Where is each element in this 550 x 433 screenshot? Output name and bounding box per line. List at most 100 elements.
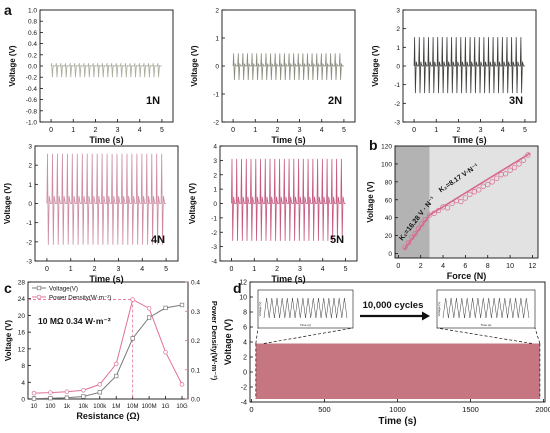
series-point [64,395,70,400]
x-tick-label: 0 [231,127,235,134]
x-axis-label: Resistance (Ω) [76,411,139,421]
series-point [179,382,185,387]
cycles-arrow-head [422,311,430,321]
highlight-annotation: 10 MΩ 0.34 W·m⁻² [38,316,111,326]
data-point [431,210,437,216]
x-axis-label: Time (s) [452,135,486,145]
series-line [33,304,183,400]
y-tick-label: 0.4 [28,41,37,48]
chart-panel-c: 0 4 8 12 16 20 24 28 0.0 0.1 0.2 0.3 0.4 10 100 1k 10k 10… [4,280,219,422]
x-tick-label: 3 [116,127,120,134]
y-tick-label: 1 [213,187,217,194]
y-tick-label: -2 [213,120,219,127]
leader-line [534,327,541,344]
data-point [409,234,415,241]
data-point [520,157,527,163]
y-tick-label: 1 [396,45,400,52]
series-line [33,298,183,394]
data-point [485,181,491,188]
y-tick-label: 8 [243,310,247,317]
y-tick-label: -2 [211,230,217,237]
y-tick-label: 20 [385,233,393,240]
data-point [516,161,522,167]
plot-frame [394,145,539,259]
data-point [444,205,451,211]
x-tick-label: 5 [160,127,164,134]
y-tick-label: 0.2 [28,52,37,59]
data-point [415,225,422,232]
x-tick-label: 1M [112,404,120,410]
y-tick-label: 10 [239,295,247,302]
x-tick-label: 1500 [462,405,479,414]
x-tick-label: 3 [116,266,120,273]
y-tick-label: 24 [18,296,26,303]
data-point [402,244,408,250]
y-tick-label: -3 [394,120,400,127]
y-tick-label: 28 [18,280,26,287]
x-tick-label: 100k [93,404,107,410]
y-axis-label: Voltage (V) [3,183,12,225]
data-point [458,198,464,205]
y-axis-label: Voltage (V) [371,45,380,87]
x-tick-label: 8 [486,263,490,270]
y-tick-label: 80 [385,179,393,186]
y-axis-label: Voltage (V) [190,45,199,87]
series-point [81,387,86,393]
legend-swatch-marker [36,285,42,291]
inset-start-frame [257,289,354,329]
y-tick-label: 20 [18,313,26,320]
x-tick-label: 100M [142,404,157,410]
x-tick-label: 10k [78,404,89,410]
x-tick-label: 0 [229,266,233,273]
legend-swatch-marker [36,294,42,300]
y-axis-label: Voltage (V) [366,181,375,223]
data-point [419,221,425,227]
y-tick-label: 8 [21,363,25,370]
data-point [480,183,486,189]
x-tick-label: 2 [93,127,97,134]
y-tick-label: -2 [394,101,400,108]
chart-panel-a4: -3 -2 -1 0 1 2 3 0 1 2 3 4 5 Time (s) Voltage (V) 4N [3,144,179,284]
x-tick-label: 2 [419,263,423,270]
force-label: 2N [328,95,342,107]
chart-panel-a2: -2 -1 0 1 2 0 1 2 3 4 5 Time (s) Voltage (V) 2N [190,8,356,145]
x-tick-label: 2 [275,127,279,134]
data-point [471,189,477,195]
x-tick-label: 1G [162,404,170,410]
y-tick-label: 3 [213,158,217,165]
y-axis-label: Voltage (V) [188,183,197,225]
leader-line [436,327,532,344]
x-axis-label: Time (s) [271,274,305,284]
force-label: 1N [146,95,160,107]
x-axis-label: Time (s) [89,135,123,145]
series-point [179,302,185,308]
y-tick-label: 1 [28,182,32,189]
y-tick-label: 4 [21,380,25,387]
data-point [422,216,428,223]
x-tick-label: 0 [396,263,400,270]
x-tick-label: 1 [252,266,256,273]
x-tick-label: 1 [253,127,257,134]
x-tick-label: 5 [523,127,527,134]
y-tick-label: -0.8 [26,108,38,115]
chart-panel-a3: -3 -2 -1 0 1 2 3 0 1 2 3 4 5 Time (s) Voltage (V) 3N [371,8,537,145]
y-tick-label: -1 [213,92,219,99]
region-linear-1 [395,146,430,258]
x-tick-label: 3 [298,266,302,273]
y-right-tick-label: 0.0 [191,397,200,404]
x-axis-label: Time (s) [271,135,305,145]
series-point [163,305,168,311]
y-axis-label: Voltage (V) [4,320,13,362]
legend-label: Voltage(V) [49,285,78,292]
y-axis-label: Voltage (V) [8,45,17,87]
y-tick-label: 4 [243,340,247,347]
y-tick-label: 12 [239,280,247,287]
series-point [64,389,70,394]
y-tick-label: 3 [28,144,32,151]
y-tick-label: 120 [381,144,392,151]
series-point [130,336,135,341]
inset-start-waveform [263,297,348,319]
x-tick-label: 2 [93,266,97,273]
y-tick-label: 0 [388,251,392,258]
y-tick-label: 0 [396,64,400,71]
